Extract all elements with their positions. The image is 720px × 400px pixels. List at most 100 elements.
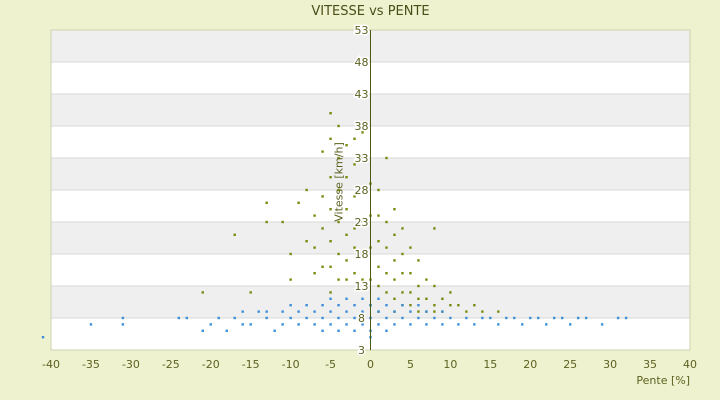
data-point-series-a (409, 272, 412, 275)
data-point-series-a (409, 291, 412, 294)
data-point-series-b (425, 323, 428, 326)
data-point-series-b (177, 316, 180, 320)
y-tick-label: 48 (355, 56, 369, 69)
data-point-series-b (417, 304, 420, 307)
data-point-series-a (353, 272, 356, 275)
data-point-series-a (361, 131, 364, 134)
data-point-series-a (433, 227, 436, 230)
data-point-series-a (393, 233, 396, 236)
data-point-series-b (337, 304, 340, 307)
data-point-series-a (393, 259, 396, 262)
data-point-series-b (513, 316, 516, 320)
data-point-series-a (441, 297, 444, 300)
data-point-series-a (345, 259, 348, 262)
data-point-series-b (233, 316, 236, 320)
data-point-series-a (449, 291, 452, 294)
data-point-series-b (568, 323, 572, 326)
data-point-series-b (576, 316, 580, 320)
data-point-series-b (521, 323, 524, 326)
data-point-series-a (425, 297, 428, 300)
data-point-series-b (297, 310, 300, 313)
data-point-series-b (185, 316, 188, 320)
data-point-series-a (417, 310, 420, 313)
data-point-series-a (345, 208, 348, 211)
data-point-series-b (329, 323, 332, 326)
y-tick-label: 18 (355, 248, 369, 261)
data-point-series-b (441, 323, 444, 326)
data-point-series-a (329, 112, 332, 115)
data-point-series-a (329, 240, 332, 243)
data-point-series-a (337, 220, 340, 224)
data-point-series-a (401, 291, 404, 294)
data-point-series-a (345, 176, 348, 179)
data-point-series-a (385, 220, 388, 224)
data-point-series-a (433, 310, 436, 313)
x-tick-label: -5 (325, 358, 336, 371)
data-point-series-a (377, 284, 380, 288)
data-point-series-a (361, 278, 364, 281)
x-tick-label: 15 (483, 358, 497, 371)
data-point-series-b (449, 316, 452, 320)
x-tick-label: -35 (82, 358, 100, 371)
data-point-series-b (273, 329, 276, 332)
y-tick-label: 53 (355, 24, 369, 37)
data-point-series-b (353, 329, 356, 332)
data-point-series-b (241, 310, 244, 313)
data-point-series-b (600, 323, 604, 326)
data-point-series-a (409, 304, 412, 307)
data-point-series-a (305, 240, 308, 243)
data-point-series-a (377, 214, 380, 217)
y-tick-label: 3 (358, 344, 365, 357)
y-tick-label: 33 (355, 152, 369, 165)
data-point-series-b (401, 304, 404, 307)
data-point-series-b (561, 316, 564, 320)
y-tick-label: 38 (355, 120, 369, 133)
data-point-series-a (433, 304, 436, 307)
data-point-series-a (385, 291, 388, 294)
data-point-series-b (337, 329, 340, 332)
data-point-series-b (321, 329, 324, 332)
data-point-series-a (337, 252, 340, 256)
data-point-series-a (265, 220, 268, 224)
data-point-series-a (481, 310, 484, 313)
data-point-series-b (457, 323, 460, 326)
data-point-series-b (489, 316, 492, 320)
data-point-series-a (265, 201, 268, 204)
data-point-series-b (305, 316, 308, 320)
data-point-series-a (249, 291, 252, 294)
data-point-series-a (353, 195, 356, 198)
data-point-series-a (321, 265, 324, 268)
data-point-series-a (497, 310, 500, 313)
data-point-series-a (345, 144, 348, 147)
data-point-series-a (321, 195, 324, 198)
data-point-series-b (289, 304, 292, 307)
data-point-series-a (361, 156, 364, 160)
data-point-series-b (201, 329, 204, 332)
data-point-series-b (393, 323, 396, 326)
data-point-series-a (329, 265, 332, 268)
data-point-series-a (449, 304, 452, 307)
data-point-series-a (313, 214, 316, 217)
data-point-series-b (281, 323, 284, 326)
y-tick-label: 23 (355, 216, 369, 229)
data-point-series-a (337, 278, 340, 281)
data-point-series-b (385, 304, 388, 307)
data-point-series-a (401, 272, 404, 275)
data-point-series-a (313, 246, 316, 249)
data-point-series-b (529, 316, 532, 320)
data-point-series-b (281, 310, 284, 313)
data-point-series-b (616, 316, 620, 320)
data-point-series-b (305, 304, 308, 307)
data-point-series-b (465, 316, 468, 320)
x-tick-label: 25 (563, 358, 577, 371)
data-point-series-a (377, 265, 380, 268)
data-point-series-b (401, 316, 404, 320)
data-point-series-b (217, 316, 220, 320)
data-point-series-a (361, 220, 364, 224)
x-tick-label: -25 (162, 358, 180, 371)
data-point-series-a (393, 297, 396, 300)
data-point-series-a (377, 188, 380, 192)
data-point-series-a (377, 240, 380, 243)
x-tick-label: 40 (683, 358, 697, 371)
